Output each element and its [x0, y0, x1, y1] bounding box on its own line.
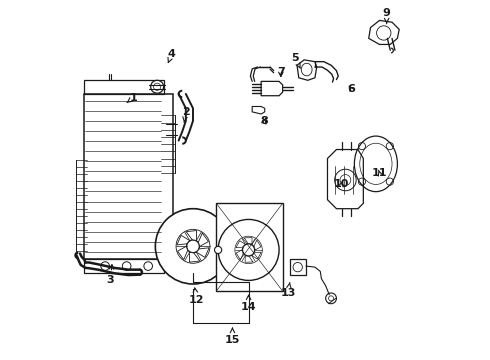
Bar	[84, 259, 164, 273]
Polygon shape	[186, 230, 196, 240]
Polygon shape	[368, 21, 399, 44]
Polygon shape	[236, 241, 245, 248]
Polygon shape	[252, 252, 261, 259]
Text: 1: 1	[127, 93, 138, 103]
Circle shape	[218, 220, 279, 280]
Polygon shape	[327, 149, 364, 209]
Text: 9: 9	[383, 8, 391, 24]
Circle shape	[326, 293, 337, 304]
Circle shape	[101, 262, 109, 270]
Circle shape	[155, 209, 231, 284]
Circle shape	[215, 246, 221, 253]
Text: 11: 11	[372, 168, 387, 178]
Bar	[216, 203, 283, 291]
Text: 2: 2	[182, 107, 190, 122]
Polygon shape	[297, 60, 317, 80]
Circle shape	[243, 244, 255, 256]
Text: 4: 4	[168, 49, 175, 63]
Text: 3: 3	[107, 265, 114, 285]
Bar	[84, 80, 164, 94]
Text: 7: 7	[277, 67, 285, 77]
Polygon shape	[254, 240, 261, 250]
Bar	[98, 259, 112, 270]
Circle shape	[122, 262, 131, 270]
Text: 15: 15	[225, 328, 240, 345]
Bar	[148, 259, 163, 270]
Polygon shape	[196, 248, 209, 257]
Text: 6: 6	[347, 84, 355, 94]
Polygon shape	[252, 107, 265, 114]
Polygon shape	[245, 256, 253, 262]
Circle shape	[187, 240, 199, 253]
Text: 5: 5	[292, 53, 300, 68]
Polygon shape	[236, 250, 243, 260]
Text: 13: 13	[280, 283, 296, 298]
Polygon shape	[177, 235, 190, 245]
Bar	[123, 259, 137, 270]
Circle shape	[329, 296, 334, 301]
Text: 8: 8	[261, 116, 269, 126]
Bar	[290, 259, 306, 275]
Polygon shape	[198, 233, 208, 246]
Polygon shape	[190, 252, 200, 262]
Polygon shape	[261, 81, 283, 96]
Circle shape	[151, 80, 164, 93]
Circle shape	[144, 262, 152, 270]
Text: 14: 14	[241, 295, 256, 312]
Polygon shape	[244, 238, 252, 244]
Text: 10: 10	[334, 179, 349, 189]
Text: 12: 12	[189, 288, 204, 305]
Circle shape	[293, 262, 302, 272]
Bar	[84, 94, 173, 259]
Polygon shape	[177, 246, 188, 260]
